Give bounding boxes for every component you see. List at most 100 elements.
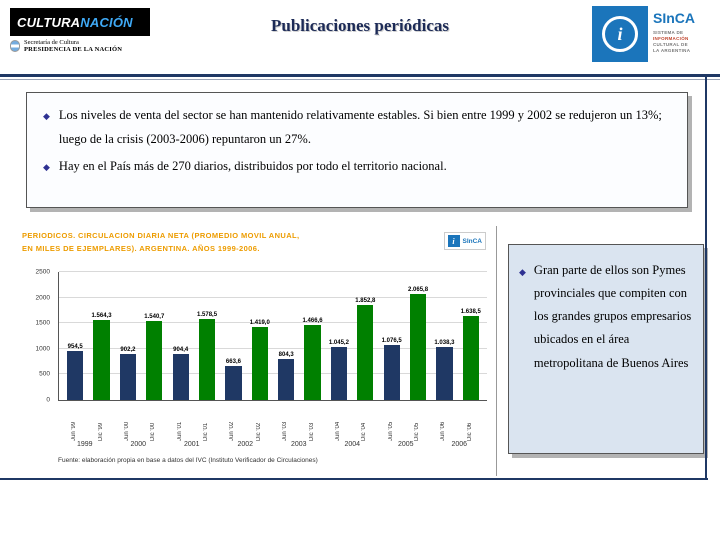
cultura-nacion-subtitle: Secretaría de Cultura PRESIDENCIA DE LA … <box>10 39 150 53</box>
footer-divider <box>0 478 708 480</box>
chart-title-line: PERIODICOS. CIRCULACION DIARIA NETA (PRO… <box>22 231 300 240</box>
bar-slot: 954,5 <box>62 272 88 400</box>
sinca-subtitle-line: SISTEMA DE <box>653 30 684 35</box>
chart-xlabels: Jun '99 Dic '99 Jun '00 Dic '00 Jun '01 Dic '… <box>58 401 486 441</box>
cultura-nacion-wordmark: CULTURA NACIÓN <box>10 8 150 36</box>
x-tick-label: Dic '01 <box>203 422 210 441</box>
right-border <box>705 76 707 480</box>
sinca-subtitle-line: INFORMACIÓN <box>653 36 689 41</box>
year-label: 2006 <box>451 441 468 448</box>
x-tick-label: Dic '00 <box>150 422 157 441</box>
bar-slot: 1.038,3 <box>431 272 457 400</box>
bar: 1.038,3 <box>434 340 454 400</box>
bar-value-label: 663,6 <box>225 359 241 366</box>
bar-slot: 804,3 <box>273 272 299 400</box>
bullet-text: Hay en el País más de 270 diarios, distr… <box>58 158 447 173</box>
x-tick: Jun '00 <box>114 401 140 441</box>
x-tick: Dic '04 <box>351 401 377 441</box>
x-tick: Jun '04 <box>325 401 351 441</box>
side-note-box: ◆ Gran parte de ellos son Pymes provinci… <box>508 244 704 454</box>
x-tick-label: Jun '04 <box>334 421 341 441</box>
bar: 1.045,2 <box>329 340 349 400</box>
bar-slot: 904,4 <box>168 272 194 400</box>
x-tick-label: Jun '02 <box>229 421 236 441</box>
y-tick-label: 500 <box>39 370 50 378</box>
sinca-subtitle-line: CULTURAL DE <box>653 42 688 47</box>
bullet-list: ◆ Los niveles de venta del sector se han … <box>43 103 671 178</box>
side-note-text: Gran parte de ellos son Pymes provincial… <box>533 263 692 370</box>
bar: 1.638,5 <box>461 309 481 400</box>
x-tick-label: Jun '05 <box>387 421 394 441</box>
info-icon: i <box>592 6 648 62</box>
bar-value-label: 1.540,7 <box>144 314 165 321</box>
x-tick-label: Dic '04 <box>361 422 368 441</box>
bar: 1.852,8 <box>355 298 375 400</box>
bar: 804,3 <box>278 352 295 400</box>
year-label: 2002 <box>237 441 254 448</box>
bar-value-label: 1.852,8 <box>355 298 376 305</box>
bar-value-label: 904,4 <box>173 346 189 353</box>
x-tick: Jun '06 <box>430 401 456 441</box>
bar-slot: 902,2 <box>115 272 141 400</box>
sinca-logo: i SInCA SISTEMA DE INFORMACIÓN CULTURAL DE… <box>592 6 706 64</box>
gridline <box>59 322 487 324</box>
chart: PERIODICOS. CIRCULACION DIARIA NETA (PRO… <box>18 226 497 476</box>
chart-sinca-logo: i SInCA <box>443 232 486 250</box>
coat-of-arms-icon <box>10 40 20 52</box>
bar-slot: 1.638,5 <box>458 272 484 400</box>
year-label: 2000 <box>130 441 147 448</box>
x-tick-label: Jun '00 <box>123 421 130 441</box>
x-tick-label: Jun '99 <box>71 421 78 441</box>
bar: 663,6 <box>225 359 242 400</box>
bar-slot: 1.852,8 <box>352 272 378 400</box>
x-tick: Dic '99 <box>87 401 113 441</box>
bar: 1.578,5 <box>197 312 217 400</box>
x-tick: Dic '05 <box>404 401 430 441</box>
bar: 1.540,7 <box>144 314 164 400</box>
bar-value-label: 1.578,5 <box>197 312 218 319</box>
x-tick-label: Dic '02 <box>255 422 262 441</box>
page-title: Publicaciones periódicas <box>270 16 450 35</box>
gridline <box>59 296 487 298</box>
x-tick-label: Dic '03 <box>308 422 315 441</box>
bar-slot: 663,6 <box>220 272 246 400</box>
bar-slot: 1.540,7 <box>141 272 167 400</box>
presidencia-line: PRESIDENCIA DE LA NACIÓN <box>24 46 123 53</box>
wordmark-cultura: CULTURA <box>17 14 81 30</box>
bar: 954,5 <box>67 344 84 400</box>
chart-year-labels: 1999 2000 2001 2002 2003 2004 2005 2006 <box>58 441 486 448</box>
gridline <box>59 347 487 349</box>
x-tick-label: Dic '05 <box>414 422 421 441</box>
x-tick: Dic '03 <box>298 401 324 441</box>
chart-title: PERIODICOS. CIRCULACION DIARIA NETA (PRO… <box>22 230 300 256</box>
header-divider-shadow <box>0 79 720 80</box>
y-tick-label: 2000 <box>35 294 50 302</box>
x-tick: Jun '05 <box>378 401 404 441</box>
sinca-subtitle: SISTEMA DE INFORMACIÓN CULTURAL DE LA ARGEN… <box>653 30 695 53</box>
chart-bars: 954,5 1.564,3 902,2 1.540,7 904,4 1.578,5 663,… <box>59 272 487 400</box>
x-tick: Jun '03 <box>272 401 298 441</box>
bar-value-label: 1.564,3 <box>91 312 112 319</box>
bar-value-label: 1.419,0 <box>249 320 270 327</box>
year-label: 2003 <box>290 441 307 448</box>
bar: 902,2 <box>119 347 137 400</box>
summary-box: ◆ Los niveles de venta del sector se han … <box>26 92 688 208</box>
year-label: 2001 <box>183 441 200 448</box>
x-tick-label: Dic '99 <box>97 422 104 441</box>
bar: 1.419,0 <box>250 320 270 400</box>
y-tick-label: 2500 <box>35 268 50 276</box>
bar: 1.076,5 <box>382 338 402 400</box>
gridline <box>59 373 487 375</box>
x-tick: Dic '00 <box>140 401 166 441</box>
year-label: 2004 <box>344 441 361 448</box>
bar-slot: 1.045,2 <box>326 272 352 400</box>
chart-yaxis: 0 500 1000 1500 2000 2500 <box>18 268 55 404</box>
bar-value-label: 2.065,8 <box>408 287 429 294</box>
year-label: 2005 <box>397 441 414 448</box>
bullet-text: Los niveles de venta del sector se han m… <box>58 108 662 147</box>
x-tick: Dic '01 <box>193 401 219 441</box>
wordmark-nacion: NACIÓN <box>80 14 133 30</box>
bullet-icon: ◆ <box>43 111 50 121</box>
bar-slot: 1.578,5 <box>194 272 220 400</box>
